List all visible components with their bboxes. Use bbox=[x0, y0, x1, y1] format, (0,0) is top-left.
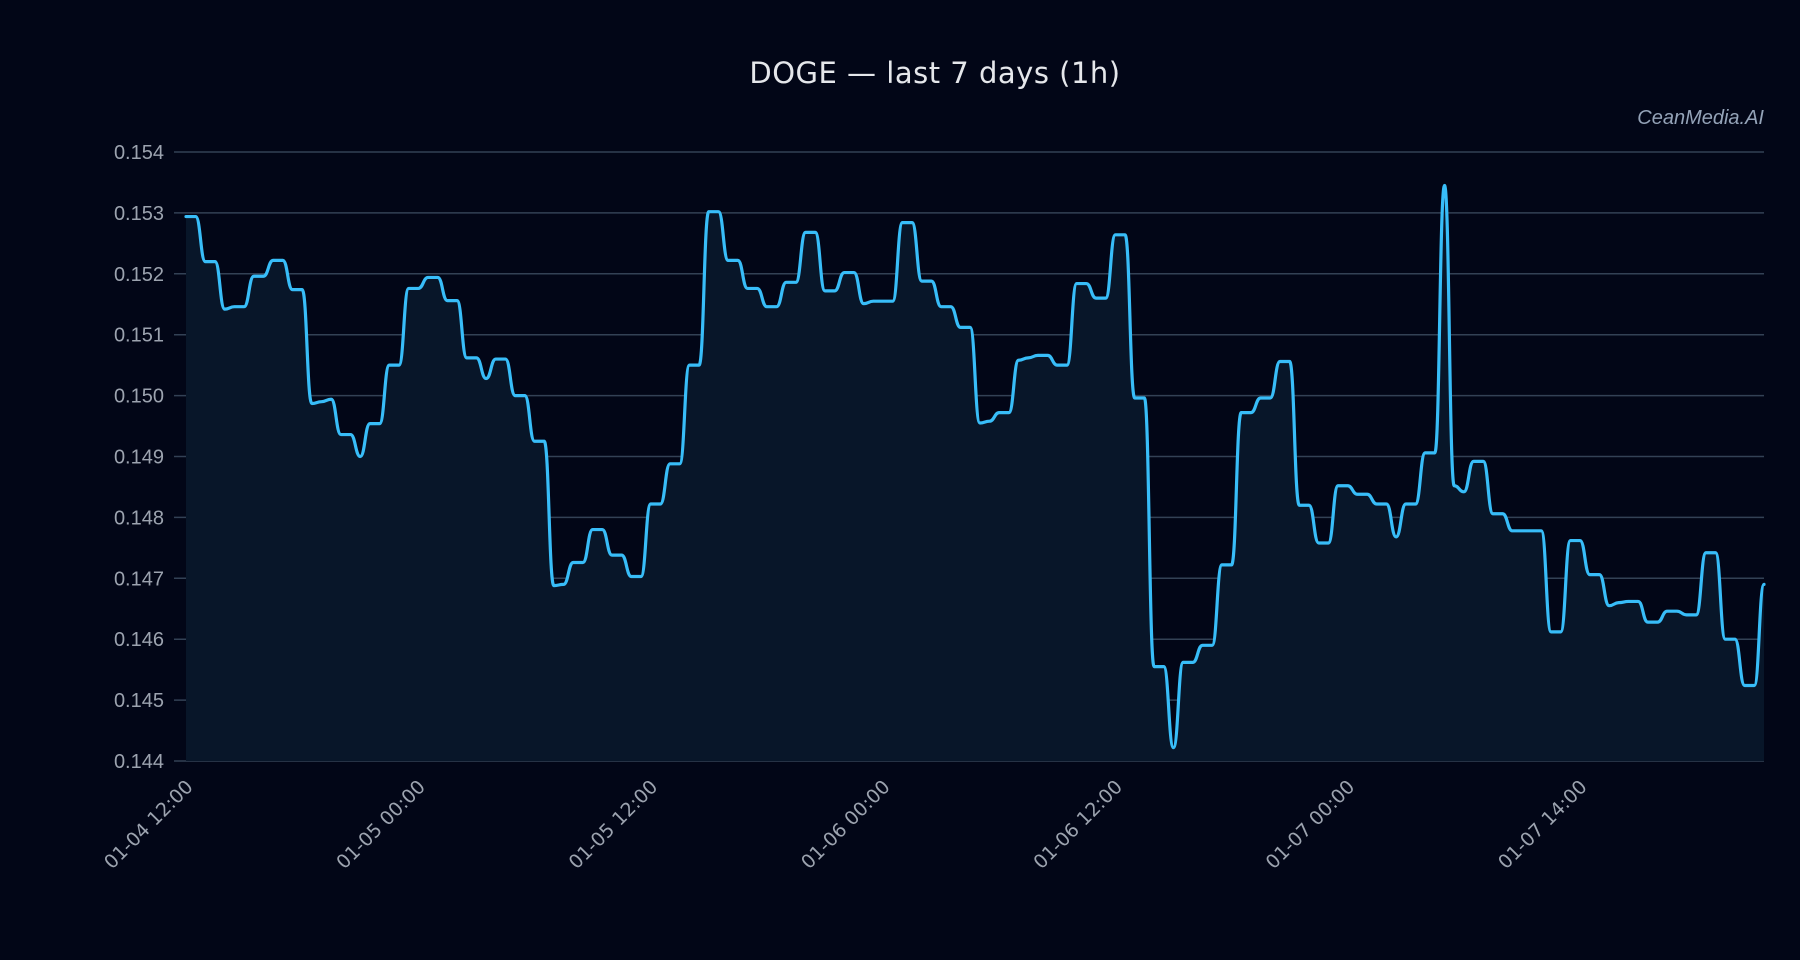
x-tick-label: 01-07 00:00 bbox=[1262, 776, 1360, 874]
x-tick-label: 01-05 12:00 bbox=[565, 776, 663, 874]
y-tick-label: 0.146 bbox=[114, 629, 164, 651]
y-tick-label: 0.152 bbox=[114, 264, 164, 286]
y-tick-label: 0.147 bbox=[114, 568, 164, 590]
y-tick-label: 0.144 bbox=[114, 751, 164, 773]
price-area-fill bbox=[186, 185, 1764, 761]
y-axis-ticks: 0.154 0.153 0.152 0.151 0.150 0.149 0.148 0.147… bbox=[114, 142, 164, 773]
y-tick-label: 0.148 bbox=[114, 507, 164, 529]
y-tick-label: 0.151 bbox=[114, 325, 164, 347]
x-tick-label: 01-06 00:00 bbox=[797, 776, 895, 874]
x-tick-label: 01-06 12:00 bbox=[1029, 776, 1127, 874]
x-tick-label: 01-07 14:00 bbox=[1494, 776, 1592, 874]
x-tick-label: 01-04 12:00 bbox=[100, 776, 198, 874]
y-tick-label: 0.150 bbox=[114, 386, 164, 408]
y-tick-label: 0.149 bbox=[114, 447, 164, 469]
y-tick-label: 0.153 bbox=[114, 203, 164, 225]
watermark: CeanMedia.AI bbox=[1637, 107, 1764, 129]
y-tick-label: 0.145 bbox=[114, 690, 164, 712]
price-line bbox=[184, 183, 1766, 750]
x-tick-label: 01-05 00:00 bbox=[332, 776, 430, 874]
y-tick-label: 0.154 bbox=[114, 142, 164, 164]
x-axis-ticks: 01-04 12:00 01-05 00:00 01-05 12:00 01-06 0… bbox=[100, 776, 1592, 874]
chart-title: DOGE — last 7 days (1h) bbox=[749, 56, 1121, 90]
